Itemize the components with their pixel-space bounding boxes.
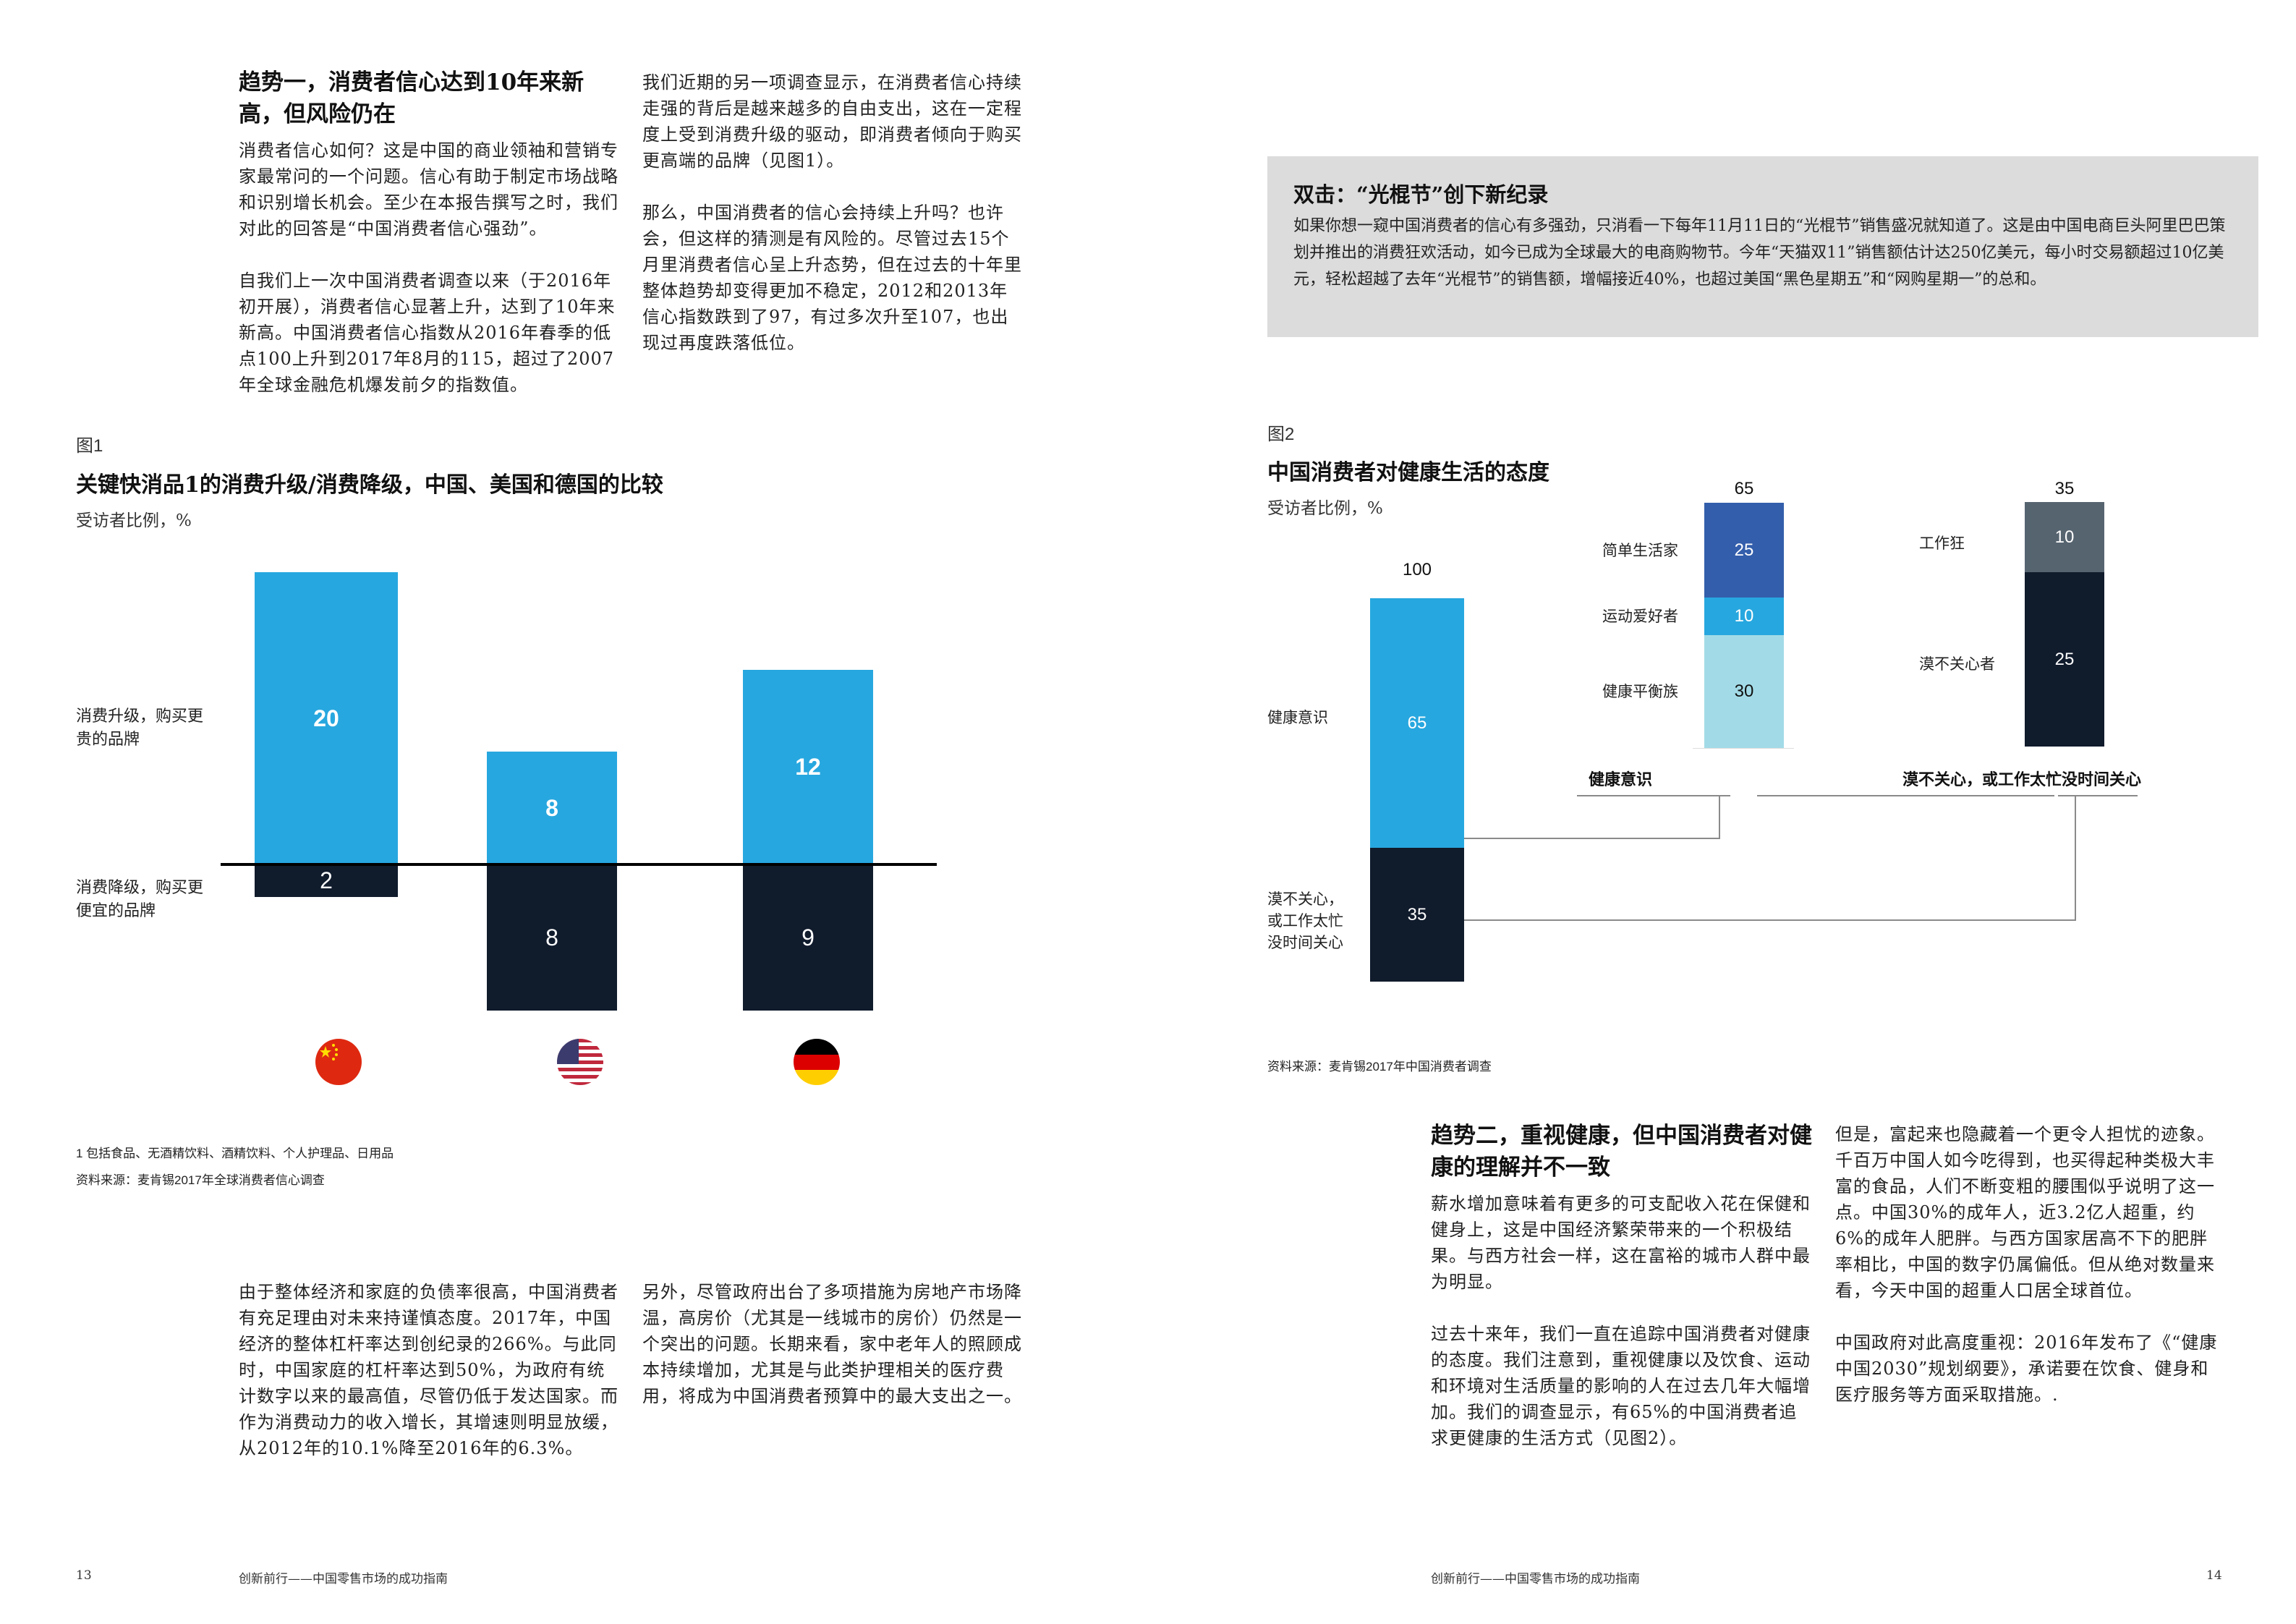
simple-lifers-segment: 25 <box>1704 503 1784 598</box>
figure1-title: 关键快消品1的消费升级/消费降级，中国、美国和德国的比较 <box>76 472 663 498</box>
indifferent-label: 漠不关心，或工作太忙没时间关心 <box>1267 890 1343 951</box>
callout-body: 如果你想一窥中国消费者的信心有多强劲，只消看一下每年11月11日的“光棍节”销售… <box>1293 217 2226 289</box>
indifferent-group-total: 35 <box>2054 479 2075 498</box>
figure2-subtitle: 受访者比例，% <box>1267 499 1383 518</box>
germany-flag-icon <box>794 1039 840 1085</box>
trend1-paragraph-2: 自我们上一次中国消费者调查以来（于2016年初开展），消费者信心显著上升，达到了… <box>239 271 616 395</box>
health-balancers-segment: 30 <box>1704 635 1784 748</box>
main-bar-total: 100 <box>1402 560 1432 579</box>
indifferent-connector-h <box>1464 919 2076 921</box>
health-group-rule <box>1577 795 1730 796</box>
china-upgrade-bar: 20 <box>255 572 398 864</box>
indifferent-value: 35 <box>1407 904 1427 924</box>
indifferent-people-label: 漠不关心者 <box>1919 655 1995 673</box>
bottom-column-2: 另外，尽管政府出台了多项措施为房地产市场降温，高房价（尤其是一线城市的房价）仍然… <box>642 1279 1026 1435</box>
right-page-number: 14 <box>2206 1568 2222 1583</box>
right-running-title: 创新前行——中国零售市场的成功指南 <box>1431 1572 1640 1586</box>
germany-downgrade-value: 9 <box>802 924 815 951</box>
bottom-paragraph-2: 另外，尽管政府出台了多项措施为房地产市场降温，高房价（尤其是一线城市的房价）仍然… <box>642 1282 1022 1406</box>
figure2-title: 中国消费者对健康生活的态度 <box>1267 460 1549 485</box>
sports-enthusiasts-segment: 10 <box>1704 598 1784 635</box>
figure1-subtitle: 受访者比例，% <box>76 511 192 530</box>
health-connector-h <box>1464 838 1719 839</box>
callout-title: 双击：“光棍节”创下新纪录 <box>1293 182 1549 207</box>
trend2-column-2: 但是，富起来也隐藏着一个更令人担忧的迹象。千百万中国人如今吃得到，也买得起种类极… <box>1835 1121 2219 1434</box>
trend1-paragraph-3: 我们近期的另一项调查显示，在消费者信心持续走强的背后是越来越多的自由支出，这在一… <box>642 72 1022 171</box>
figure2-source: 资料来源：麦肯锡2017年中国消费者调查 <box>1267 1060 1492 1074</box>
trend1-column-2: 我们近期的另一项调查显示，在消费者信心持续走强的背后是越来越多的自由支出，这在一… <box>642 69 1026 382</box>
singles-day-callout: 双击：“光棍节”创下新纪录 如果你想一窥中国消费者的信心有多强劲，只消看一下每年… <box>1267 156 2258 337</box>
figure1-footnote: 1 包括食品、无酒精饮料、酒精饮料、个人护理品、日用品 <box>76 1147 394 1160</box>
germany-upgrade-bar: 12 <box>743 670 873 864</box>
indifferent-group-value: 25 <box>2054 649 2075 669</box>
left-running-title: 创新前行——中国零售市场的成功指南 <box>239 1572 448 1586</box>
health-group-heading: 健康意识 <box>1589 770 1653 789</box>
china-flag-icon <box>315 1039 362 1085</box>
health-group-baseline <box>1693 748 1794 749</box>
trend2-column-1: 趋势二，重视健康，但中国消费者对健康的理解并不一致 薪水增加意味着有更多的可支配… <box>1431 1120 1814 1477</box>
trend1-column-1: 趋势一，消费者信心达到10年来新高，但风险仍在 消费者信心如何？这是中国的商业领… <box>239 67 622 424</box>
figure1-source: 资料来源：麦肯锡2017年全球消费者信心调查 <box>76 1173 325 1187</box>
simple-lifers-label: 简单生活家 <box>1602 542 1678 559</box>
health-conscious-label: 健康意识 <box>1267 709 1328 726</box>
health-group-rule <box>1757 795 1909 796</box>
germany-downgrade-bar: 9 <box>743 864 873 1011</box>
usa-downgrade-bar: 8 <box>487 864 617 1011</box>
trend2-heading: 趋势二，重视健康，但中国消费者对健康的理解并不一致 <box>1431 1123 1812 1181</box>
germany-upgrade-value: 12 <box>795 754 821 780</box>
health-balancers-value: 30 <box>1734 681 1754 701</box>
health-group-total: 65 <box>1734 479 1754 498</box>
usa-upgrade-value: 8 <box>545 794 558 821</box>
indifferent-segment: 35 <box>1370 848 1464 982</box>
figure2-number: 图2 <box>1267 425 1295 444</box>
zero-axis-line <box>221 863 937 866</box>
sports-enthusiasts-label: 运动爱好者 <box>1602 608 1678 625</box>
indifferent-group-heading: 漠不关心，或工作太忙没时间关心 <box>1902 770 2142 789</box>
indifferent-connector-v <box>2075 795 2076 921</box>
sports-enthusiasts-value: 10 <box>1734 606 1754 626</box>
trend1-paragraph-1: 消费者信心如何？这是中国的商业领袖和营销专家最常问的一个问题。信心有助于制定市场… <box>239 140 618 239</box>
health-connector-v <box>1719 795 1720 839</box>
bottom-column-1: 由于整体经济和家庭的负债率很高，中国消费者有充足理由对未来持谨慎态度。2017年… <box>239 1279 622 1487</box>
china-downgrade-value: 2 <box>320 867 333 893</box>
trend2-paragraph-3: 但是，富起来也隐藏着一个更令人担忧的迹象。千百万中国人如今吃得到，也买得起种类极… <box>1835 1124 2215 1301</box>
figure1-number: 图1 <box>76 436 103 456</box>
china-downgrade-bar: 2 <box>255 864 398 897</box>
workaholics-label: 工作狂 <box>1919 535 1965 552</box>
indifferent-group-segment: 25 <box>2025 572 2104 747</box>
usa-flag-icon <box>557 1039 603 1085</box>
usa-upgrade-bar: 8 <box>487 752 617 864</box>
bottom-paragraph-1: 由于整体经济和家庭的负债率很高，中国消费者有充足理由对未来持谨慎态度。2017年… <box>239 1282 618 1458</box>
left-page-number: 13 <box>76 1568 92 1583</box>
workaholics-segment: 10 <box>2025 502 2104 572</box>
trend2-paragraph-1: 薪水增加意味着有更多的可支配收入花在保健和健身上，这是中国经济繁荣带来的一个积极… <box>1431 1194 1811 1292</box>
trend1-paragraph-4: 那么，中国消费者的信心会持续上升吗？也许会，但这样的猜测是有风险的。尽管过去15… <box>642 203 1022 353</box>
trend2-paragraph-4: 中国政府对此高度重视：2016年发布了《“健康中国2030”规划纲要》，承诺要在… <box>1835 1332 2218 1405</box>
indifferent-group-rule <box>2058 795 2138 796</box>
simple-lifers-value: 25 <box>1734 540 1754 560</box>
china-upgrade-value: 20 <box>313 705 339 731</box>
health-conscious-segment: 65 <box>1370 598 1464 848</box>
workaholics-value: 10 <box>2054 527 2075 547</box>
health-balancers-label: 健康平衡族 <box>1602 683 1678 700</box>
usa-downgrade-value: 8 <box>545 924 558 951</box>
trend1-heading: 趋势一，消费者信心达到10年来新高，但风险仍在 <box>239 69 584 127</box>
health-conscious-value: 65 <box>1407 713 1427 733</box>
downgrade-row-label: 消费降级，购买更便宜的品牌 <box>76 879 204 920</box>
trend2-paragraph-2: 过去十来年，我们一直在追踪中国消费者对健康的态度。我们注意到，重视健康以及饮食、… <box>1431 1324 1811 1448</box>
indifferent-group-rule <box>1901 795 2054 796</box>
upgrade-row-label: 消费升级，购买更贵的品牌 <box>76 707 204 749</box>
